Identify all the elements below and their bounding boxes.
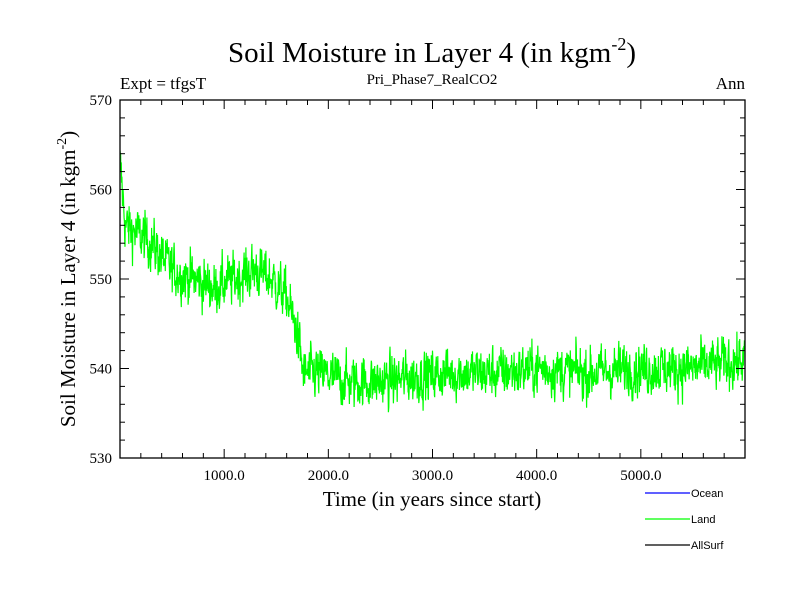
x-tick-label: 5000.0 [620, 468, 661, 484]
x-tick-label: 3000.0 [412, 468, 453, 484]
y-tick-label: 560 [90, 183, 113, 199]
y-tick-label: 570 [90, 93, 113, 109]
y-axis-label: Soil Moisture in Layer 4 (in kgm-2) [55, 131, 80, 427]
x-axis-label: Time (in years since start) [323, 487, 542, 511]
x-tick-label: 4000.0 [516, 468, 557, 484]
y-tick-labels: 530 540 550 560 570 [90, 93, 113, 467]
x-tick-label: 2000.0 [308, 468, 349, 484]
subtitle-experiment: Expt = tfgsT [120, 74, 207, 93]
x-tick-label: 1000.0 [204, 468, 245, 484]
y-tick-label: 550 [90, 272, 113, 288]
y-tick-label: 540 [90, 362, 113, 378]
x-tick-labels: 1000.0 2000.0 3000.0 4000.0 5000.0 [204, 468, 662, 484]
legend-ocean-label: Ocean [691, 488, 723, 500]
legend-allsurf-label: AllSurf [691, 540, 724, 552]
subtitle-period: Ann [716, 74, 746, 93]
chart-title: Soil Moisture in Layer 4 (in kgm-2) [228, 34, 636, 69]
y-tick-label: 530 [90, 451, 113, 467]
series-land-line [120, 150, 745, 413]
legend: Ocean Land AllSurf [645, 488, 724, 552]
subtitle-run: Pri_Phase7_RealCO2 [367, 72, 498, 88]
legend-land-label: Land [691, 514, 715, 526]
axis-ticks [120, 100, 745, 458]
